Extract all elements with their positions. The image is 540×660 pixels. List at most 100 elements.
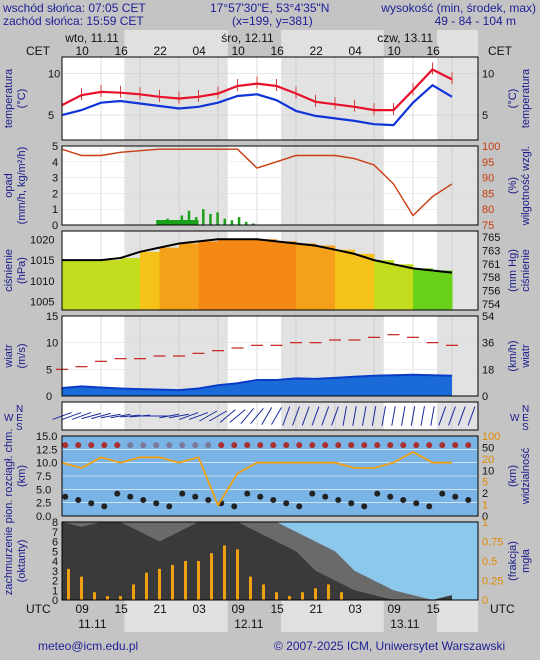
cloud-base-dot (101, 503, 108, 510)
cloud-top-dot (231, 442, 238, 449)
wind-direction-arrow (331, 406, 339, 426)
wind-direction-arrow (362, 406, 367, 426)
wind-direction-arrow (292, 406, 300, 426)
wind-direction-arrow (410, 406, 416, 426)
precip-bar (187, 210, 191, 225)
precip-tick: 5 (52, 141, 58, 153)
bottom-hour-tick: 09 (232, 602, 246, 616)
pressure-right-label-0: (mm Hg) (507, 249, 519, 292)
cloud-top-dot (452, 442, 459, 449)
pressure-fill (62, 260, 82, 310)
humidity-tick: 100 (482, 141, 500, 153)
cloud-base-dot (75, 497, 82, 503)
cloud-top-dot (361, 442, 368, 449)
bottom-date-label: 13.11 (390, 617, 419, 631)
pressure-fill (140, 251, 160, 310)
pressure-fill (354, 253, 375, 310)
grid-point-text: (x=199, y=381) (232, 14, 313, 28)
top-hour-tick: 10 (232, 44, 246, 58)
cloud-top-dot (374, 442, 381, 449)
night-band-top (437, 30, 478, 57)
cloud-base-dot (348, 500, 355, 507)
cloud-top-dot (257, 442, 264, 449)
wind-direction-arrow (100, 413, 121, 419)
panel-border (61, 521, 479, 601)
pressure-tick-right: 765 (482, 232, 500, 244)
cloudbase-tick: 2.5 (36, 498, 51, 510)
wind-tick-left: 0 (46, 391, 52, 403)
copyright-text: © 2007-2025 ICM, Uniwersytet Warszawski (274, 639, 506, 653)
precip-tick: 3 (52, 173, 58, 185)
fog-bar (158, 568, 161, 600)
humidity-tick: 85 (482, 188, 494, 200)
visibility-tick: 20 (482, 454, 494, 466)
cloud-top-dot (75, 442, 82, 449)
cloud-base-dot (439, 490, 446, 497)
cloud-top-dot (62, 442, 69, 449)
temp-left-label-0: temperatura (3, 68, 15, 128)
night-band-bottom (281, 600, 384, 632)
fog-bar (314, 588, 317, 600)
cloud-base-dot (400, 497, 407, 503)
temp-tick-right: 5 (482, 110, 488, 122)
pressure-fill (393, 264, 414, 310)
pressure-tick-right: 761 (482, 259, 500, 271)
fog-bar (288, 596, 291, 600)
cloud-base-dot (192, 493, 199, 500)
cloud-base-dot (231, 503, 238, 510)
precip-bar (237, 217, 241, 225)
cloud-top-dot (426, 442, 433, 449)
wind-direction-arrow (159, 413, 180, 419)
wind-tick-right: 18 (482, 364, 494, 376)
cloudbase-tick: 5.0 (36, 484, 51, 496)
humidity-tick: 90 (482, 173, 494, 185)
compass-we-left: W E (4, 413, 23, 424)
compass-we-right: W E (510, 413, 529, 424)
top-hour-tick: 16 (271, 44, 285, 58)
panel-border (61, 56, 479, 141)
pressure-fill (179, 243, 199, 310)
compass-n-left: N (16, 404, 23, 415)
top-hour-tick: 16 (427, 44, 441, 58)
cloud-tick: 1 (52, 585, 58, 597)
fog-bar (223, 545, 226, 600)
pressure-fill (315, 245, 336, 310)
visibility-right-label-0: (km) (507, 465, 519, 487)
cloudbase-tick: 10.0 (36, 458, 57, 470)
cloud-left-label-1: (oktanty) (16, 540, 28, 583)
wind-direction-arrow (371, 406, 377, 426)
wind-direction-arrow (229, 409, 246, 423)
temp-tick-left: 10 (48, 69, 60, 81)
fog-tick: 0.75 (482, 537, 503, 549)
night-band-bottom (124, 600, 228, 632)
pressure-fill (276, 241, 297, 310)
temp-left-label-1: (°C) (16, 89, 28, 109)
wind-direction-arrow (457, 406, 466, 426)
day-label: wto, 11.11 (64, 31, 119, 45)
fog-bar (67, 568, 70, 600)
elevation-values: 49 - 84 - 104 m (434, 14, 516, 28)
visibility-tick: 0 (482, 511, 488, 523)
cloud-base-dot (140, 497, 147, 503)
cloud-top-dot (335, 442, 342, 449)
wind-direction-arrow (219, 409, 236, 423)
cloud-top-dot (270, 442, 277, 449)
bottom-hour-tick: 15 (427, 602, 441, 616)
humidity-right-label-0: (%) (507, 177, 519, 194)
pressure-fill (257, 239, 277, 310)
cloudbase-tick: 0.0 (36, 511, 51, 523)
fog-bar (93, 592, 96, 600)
pressure-tick-right: 758 (482, 272, 500, 284)
fog-bar (301, 592, 304, 600)
cloud-top-dot (166, 442, 173, 449)
wind-direction-arrow (179, 412, 199, 420)
contact-email-link[interactable]: meteo@icm.edu.pl (38, 639, 139, 653)
cloud-base-dot (465, 497, 472, 503)
wind-direction-arrow (81, 412, 102, 420)
pressure-fill (198, 241, 219, 310)
humidity-tick: 75 (482, 220, 494, 232)
wind-direction-arrow (120, 414, 141, 418)
pressure-fill (432, 270, 453, 310)
night-band (124, 146, 228, 225)
cloud-base-dot (335, 497, 342, 503)
